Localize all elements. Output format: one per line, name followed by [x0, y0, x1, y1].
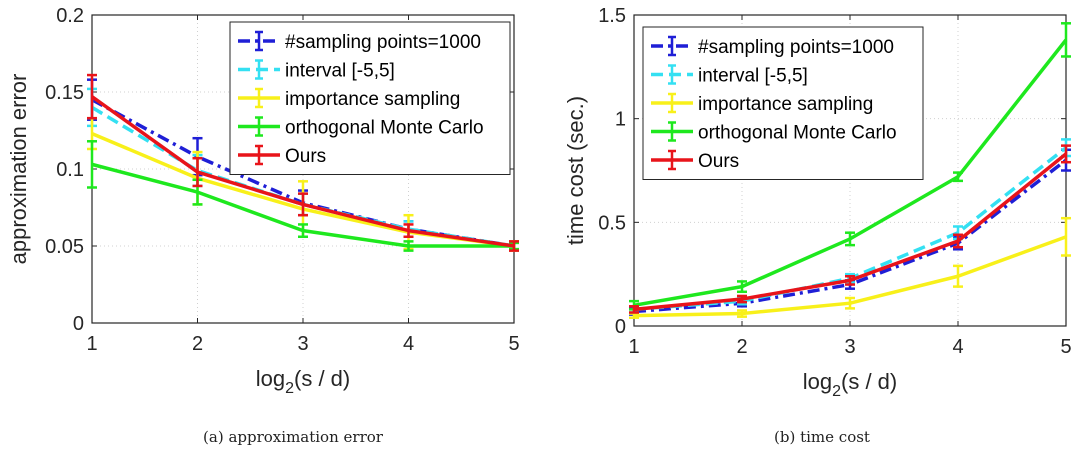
legend-label: Ours [698, 151, 739, 172]
x-tick-label: 2 [192, 333, 203, 355]
y-tick-label: 1 [615, 109, 626, 131]
x-axis-label: log2(s / d) [803, 369, 898, 400]
x-tick-label: 3 [297, 333, 308, 355]
legend-label: interval [-5,5] [698, 66, 808, 87]
y-axis-label: approximation error [6, 74, 31, 265]
x-tick-label: 2 [736, 336, 747, 358]
chart-approximation-error: 1 2 3 4 5 0 0.05 0.1 0.15 0.2 log2(s / d) approxima… [6, 5, 520, 446]
legend-label: importance sampling [698, 94, 873, 115]
legend-label: orthogonal Monte Carlo [285, 118, 484, 139]
x-tick-label: 1 [628, 336, 639, 358]
legend-label: interval [-5,5] [285, 61, 395, 82]
y-tick-label: 0.15 [45, 82, 84, 104]
legend-label: importance sampling [285, 89, 460, 110]
x-tick-label: 5 [508, 333, 519, 355]
x-axis-label: log2(s / d) [256, 366, 351, 397]
x-tick-label: 4 [403, 333, 414, 355]
legend-label: Ours [285, 146, 326, 167]
y-tick-label: 0.1 [56, 159, 84, 181]
legend-label: #sampling points=1000 [285, 32, 481, 53]
chart-time-cost: 1 2 3 4 5 0 0.5 1 1.5 log2(s / d) time cost (sec.)… [563, 5, 1072, 446]
y-tick-label: 1.5 [598, 5, 626, 27]
x-tick-label: 4 [952, 336, 963, 358]
y-tick-label: 0 [73, 313, 84, 335]
x-tick-label: 1 [86, 333, 97, 355]
y-tick-label: 0 [615, 316, 626, 338]
y-tick-label: 0.05 [45, 236, 84, 258]
legend-label: #sampling points=1000 [698, 37, 894, 58]
x-tick-label: 5 [1060, 336, 1071, 358]
y-tick-label: 0.5 [598, 212, 626, 234]
y-tick-label: 0.2 [56, 5, 84, 27]
legend-label: orthogonal Monte Carlo [698, 123, 897, 144]
y-axis-label: time cost (sec.) [563, 96, 588, 245]
series-line [91, 105, 515, 248]
figure-caption: (b) time cost [774, 428, 870, 446]
x-tick-label: 3 [844, 336, 855, 358]
figure-caption: (a) approximation error [203, 428, 384, 446]
